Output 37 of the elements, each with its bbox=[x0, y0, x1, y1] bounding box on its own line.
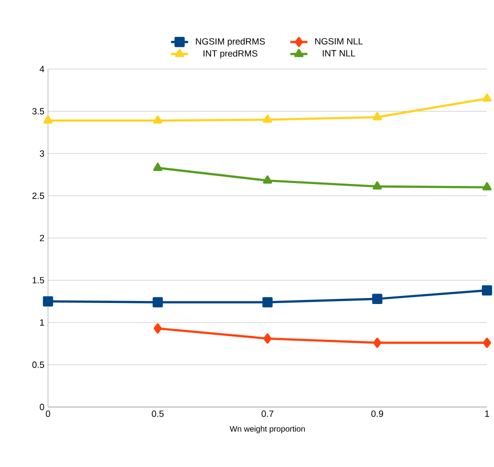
y-tick-label: 3.5 bbox=[32, 108, 44, 114]
legend-label: INT predRMS bbox=[204, 50, 258, 58]
point bbox=[372, 181, 382, 190]
point bbox=[42, 296, 54, 306]
x-tick-label: 0 bbox=[46, 410, 50, 417]
y-tick-label: 1 bbox=[40, 319, 44, 326]
point bbox=[482, 182, 492, 190]
point bbox=[153, 162, 162, 171]
legend-label: NGSIM predRMS bbox=[196, 38, 265, 46]
y-tick-label: 4 bbox=[40, 66, 44, 72]
point bbox=[43, 115, 53, 124]
x-axis-title: Wn weight proportion bbox=[230, 426, 305, 434]
point bbox=[262, 114, 272, 123]
x-tick-label: 1 bbox=[485, 410, 490, 417]
y-tick-label: 2 bbox=[40, 234, 44, 242]
point bbox=[154, 323, 162, 334]
point bbox=[482, 338, 492, 348]
point bbox=[152, 297, 163, 308]
legend-label: NGSIM NLL bbox=[315, 38, 363, 44]
point bbox=[372, 294, 382, 304]
y-tick-label: 1.5 bbox=[32, 277, 44, 284]
x-tick-label: 0.9 bbox=[371, 410, 384, 417]
point bbox=[482, 93, 492, 102]
y-tick-label: 3 bbox=[40, 150, 44, 157]
point bbox=[153, 115, 162, 124]
point bbox=[263, 333, 272, 344]
legend-label: INT NLL bbox=[322, 50, 356, 56]
y-tick-label: 0.5 bbox=[32, 362, 44, 368]
y-tick-label: 2.5 bbox=[32, 192, 44, 199]
x-tick-label: 0.7 bbox=[262, 410, 274, 417]
point bbox=[262, 175, 272, 184]
point bbox=[372, 112, 382, 120]
x-tick-label: 0.5 bbox=[152, 410, 164, 417]
point bbox=[373, 338, 382, 348]
point bbox=[262, 297, 273, 308]
point bbox=[482, 285, 492, 296]
y-tick-label: 0 bbox=[40, 404, 44, 410]
